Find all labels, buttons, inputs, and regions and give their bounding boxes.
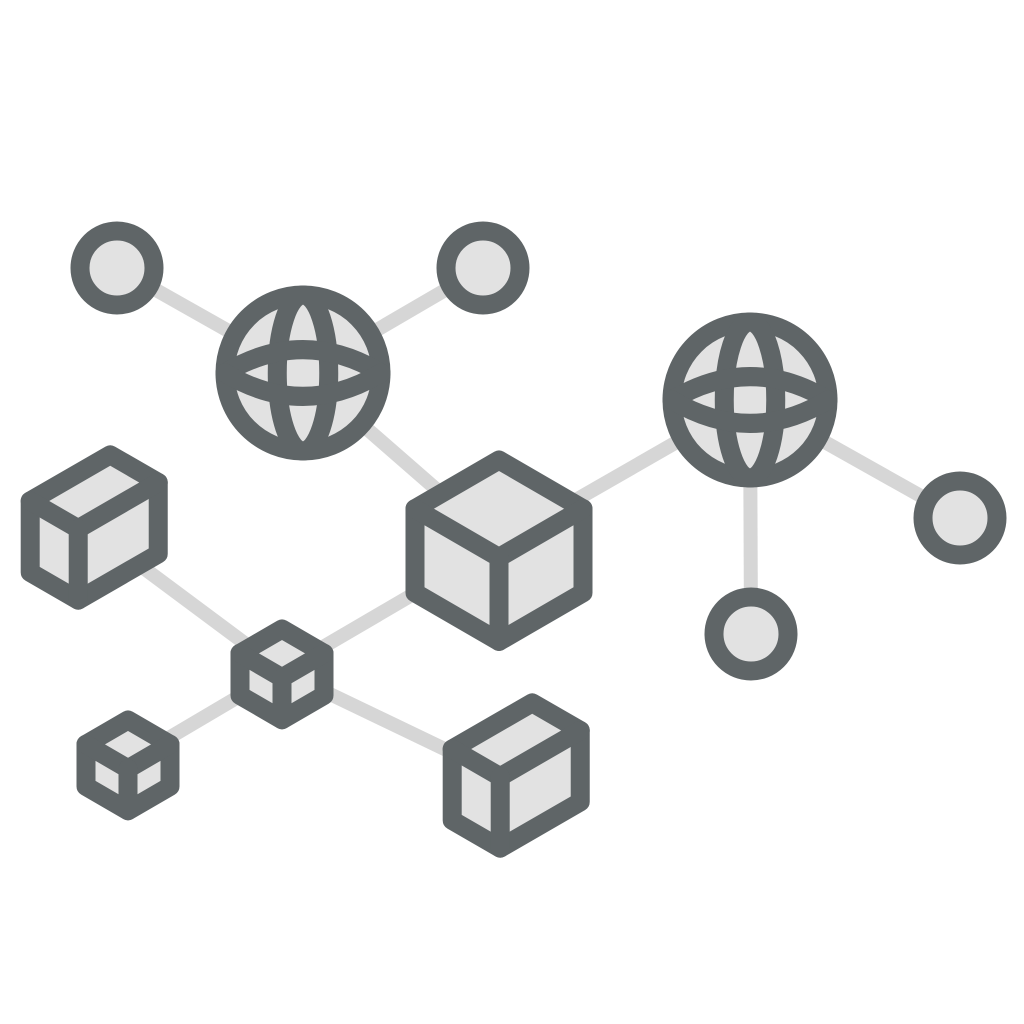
- box-bottom: [442, 693, 590, 858]
- cube-small-middle: [230, 619, 334, 730]
- globe-right: [662, 312, 838, 488]
- globe-equator: [662, 390, 838, 433]
- globe-left: [215, 285, 391, 461]
- globe-outline: [662, 312, 838, 488]
- globe-equator: [215, 363, 391, 406]
- globe-equator: [215, 340, 391, 383]
- endpoint-circle: [704, 587, 798, 681]
- endpoint-circle: [70, 221, 164, 315]
- diagram-nodes: [20, 221, 1007, 858]
- globe-meridian: [714, 312, 786, 488]
- globe-equator: [662, 367, 838, 410]
- endpoint-top-left: [70, 221, 164, 315]
- cube-small-bottom-left: [76, 710, 180, 821]
- endpoint-bottom-right: [704, 587, 798, 681]
- endpoint-right: [913, 471, 1007, 565]
- endpoint-circle: [436, 221, 530, 315]
- globe-meridian: [267, 285, 339, 461]
- endpoint-circle: [913, 471, 1007, 565]
- cube-center: [405, 450, 593, 651]
- globe-outline: [215, 285, 391, 461]
- endpoint-top-middle: [436, 221, 530, 315]
- box-left: [20, 445, 168, 610]
